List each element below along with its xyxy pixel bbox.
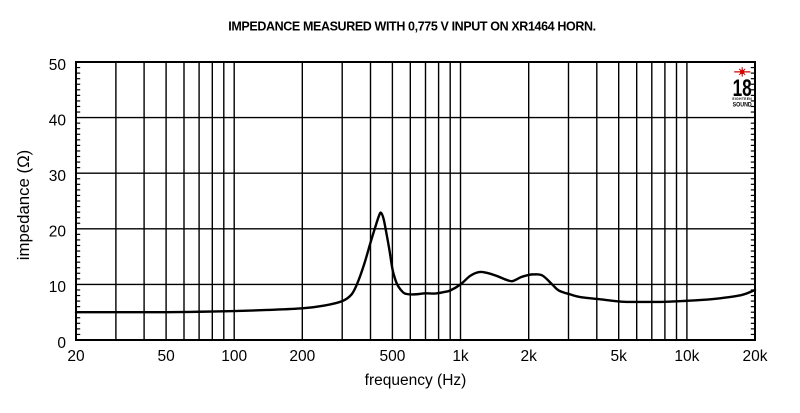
svg-text:500: 500 — [379, 348, 405, 365]
svg-text:50: 50 — [49, 57, 67, 74]
svg-text:40: 40 — [49, 112, 67, 129]
svg-text:1k: 1k — [452, 348, 469, 365]
svg-text:30: 30 — [49, 168, 67, 185]
svg-text:EIGHTEEN: EIGHTEEN — [732, 97, 752, 101]
svg-text:10k: 10k — [674, 348, 699, 365]
svg-text:100: 100 — [221, 348, 247, 365]
svg-text:SOUND: SOUND — [733, 101, 753, 109]
svg-text:20k: 20k — [743, 348, 768, 365]
svg-text:0: 0 — [57, 335, 66, 352]
svg-text:5k: 5k — [611, 348, 628, 365]
svg-text:impedance (Ω): impedance (Ω) — [14, 150, 33, 260]
svg-text:18: 18 — [733, 75, 752, 101]
svg-text:200: 200 — [289, 348, 315, 365]
svg-text:20: 20 — [67, 348, 85, 365]
svg-text:frequency (Hz): frequency (Hz) — [365, 372, 467, 389]
svg-text:2k: 2k — [521, 348, 538, 365]
svg-text:10: 10 — [49, 279, 67, 296]
svg-text:IMPEDANCE MEASURED WITH 0,775: IMPEDANCE MEASURED WITH 0,775 V INPUT ON… — [228, 20, 595, 34]
svg-text:20: 20 — [49, 224, 67, 241]
svg-text:50: 50 — [157, 348, 175, 365]
